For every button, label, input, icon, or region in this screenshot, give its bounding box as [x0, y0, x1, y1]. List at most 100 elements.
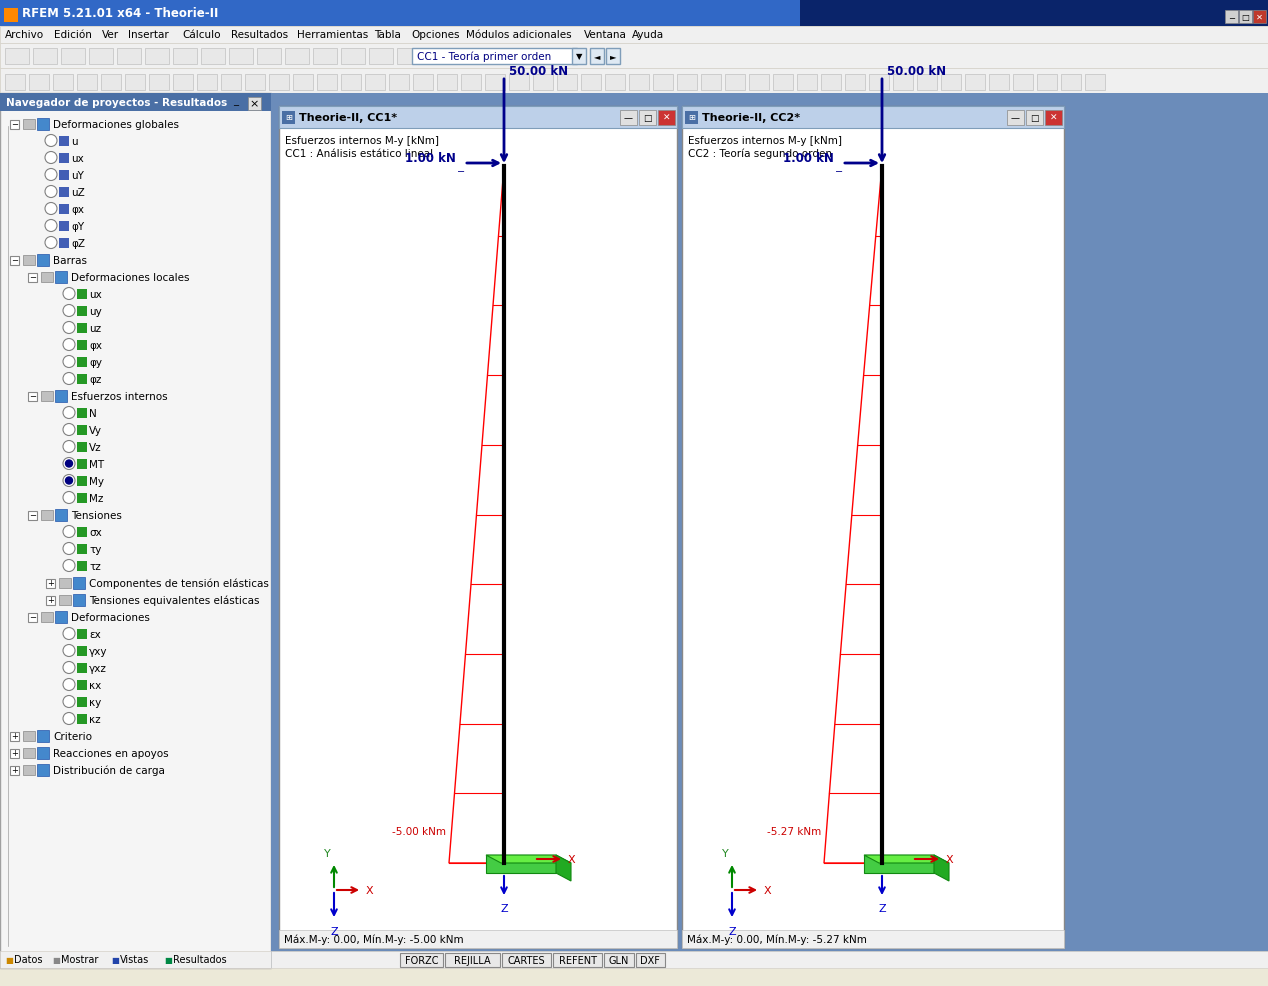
Bar — [61, 49, 85, 65]
Bar — [0, 0, 800, 27]
Bar — [279, 106, 677, 129]
Bar — [37, 747, 49, 759]
Text: GLN: GLN — [609, 955, 629, 965]
Bar — [101, 75, 120, 91]
Bar — [1085, 75, 1104, 91]
Text: RFEM 5.21.01 x64 - Theorie-II: RFEM 5.21.01 x64 - Theorie-II — [22, 8, 218, 21]
Circle shape — [44, 238, 57, 249]
Circle shape — [63, 306, 75, 317]
Bar — [77, 358, 87, 368]
Bar — [23, 748, 36, 758]
Bar — [1026, 110, 1044, 126]
Bar — [0, 69, 1268, 94]
Text: τz: τz — [89, 561, 100, 572]
Circle shape — [63, 458, 75, 470]
Text: ─: ─ — [233, 100, 238, 108]
Text: N: N — [89, 408, 96, 419]
Bar — [590, 49, 604, 65]
Bar — [10, 749, 19, 758]
Text: □: □ — [643, 114, 652, 123]
Text: ■: ■ — [5, 955, 13, 964]
Polygon shape — [935, 855, 948, 881]
Bar — [221, 75, 241, 91]
Bar — [77, 426, 87, 436]
Bar — [28, 392, 37, 401]
Text: φY: φY — [71, 222, 84, 232]
Text: Navegador de proyectos - Resultados: Navegador de proyectos - Resultados — [6, 98, 227, 107]
Bar — [150, 75, 169, 91]
Bar — [0, 94, 271, 111]
Bar — [869, 75, 889, 91]
Text: Distribución de carga: Distribución de carga — [53, 765, 165, 775]
Bar — [60, 596, 71, 605]
Bar — [749, 75, 768, 91]
Text: 1.00 kN: 1.00 kN — [784, 153, 834, 166]
Text: −: − — [834, 167, 843, 176]
Bar — [553, 953, 602, 967]
Text: CC2 : Teoría segundo orden: CC2 : Teoría segundo orden — [689, 149, 832, 159]
Circle shape — [63, 356, 75, 368]
Bar — [41, 391, 53, 401]
Bar — [55, 510, 67, 522]
Bar — [341, 49, 365, 65]
Text: ►: ► — [610, 52, 616, 61]
Bar — [41, 273, 53, 283]
Text: φy: φy — [89, 358, 101, 368]
Bar — [23, 120, 36, 130]
Bar — [279, 106, 677, 948]
Circle shape — [44, 135, 57, 147]
Text: τy: τy — [89, 544, 101, 554]
Bar — [37, 731, 49, 742]
Text: ■: ■ — [164, 955, 172, 964]
Bar — [77, 476, 87, 486]
Bar — [37, 119, 49, 131]
Bar — [29, 75, 49, 91]
Bar — [1013, 75, 1033, 91]
Bar — [682, 106, 1064, 948]
Bar — [77, 443, 87, 453]
Bar — [389, 75, 410, 91]
Text: 50.00 kN: 50.00 kN — [508, 65, 568, 79]
Text: ◄: ◄ — [593, 52, 600, 61]
Bar — [1239, 11, 1252, 24]
Text: ─: ─ — [1229, 13, 1234, 22]
Bar — [965, 75, 985, 91]
Circle shape — [63, 492, 75, 504]
Text: -5.00 kNm: -5.00 kNm — [392, 826, 446, 836]
Bar — [41, 511, 53, 521]
Text: Z: Z — [728, 926, 735, 936]
Bar — [46, 580, 55, 589]
Text: Esfuerzos internos M-y [kNm]: Esfuerzos internos M-y [kNm] — [689, 136, 842, 146]
Bar — [0, 27, 1268, 44]
Text: ■: ■ — [52, 955, 61, 964]
Bar — [369, 49, 393, 65]
Text: +: + — [11, 766, 18, 775]
Text: Y: Y — [721, 848, 728, 858]
Text: κy: κy — [89, 697, 101, 707]
Bar — [74, 595, 85, 606]
Bar — [620, 110, 637, 126]
Bar — [77, 340, 87, 351]
Bar — [413, 75, 432, 91]
Text: Componentes de tensión elásticas: Componentes de tensión elásticas — [89, 578, 269, 589]
Text: -5.27 kNm: -5.27 kNm — [767, 826, 820, 836]
Text: ux: ux — [89, 290, 101, 300]
Bar — [77, 544, 87, 554]
Bar — [77, 629, 87, 639]
Circle shape — [44, 186, 57, 198]
Bar — [271, 94, 1268, 968]
Bar — [462, 75, 481, 91]
Bar — [28, 274, 37, 283]
Bar — [33, 49, 57, 65]
Text: ×: × — [250, 100, 259, 109]
Text: +: + — [47, 579, 55, 588]
Text: ⊞: ⊞ — [689, 113, 695, 122]
Text: Insertar: Insertar — [128, 31, 169, 40]
Bar — [60, 154, 68, 164]
Circle shape — [44, 170, 57, 181]
Text: X: X — [765, 885, 772, 895]
Bar — [60, 222, 68, 232]
Circle shape — [63, 475, 75, 487]
Bar — [4, 9, 18, 23]
Bar — [257, 49, 281, 65]
